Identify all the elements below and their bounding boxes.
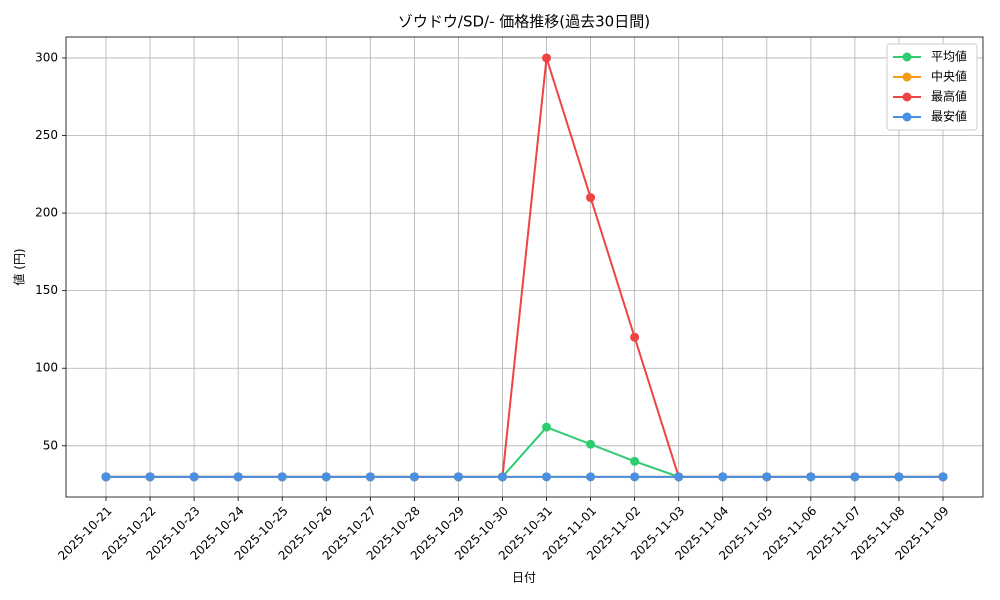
- legend-label: 平均値: [931, 49, 967, 64]
- series-line: [106, 57, 943, 478]
- data-point: [277, 472, 287, 482]
- data-point: [894, 472, 904, 482]
- data-point: [938, 472, 948, 482]
- y-tick-label: 200: [35, 206, 58, 220]
- data-point: [630, 456, 640, 466]
- y-tick-label: 250: [35, 128, 58, 142]
- data-point: [850, 472, 860, 482]
- legend-label: 最高値: [931, 89, 967, 104]
- series-line: [106, 426, 943, 478]
- data-point: [630, 472, 640, 482]
- data-point: [806, 472, 816, 482]
- chart-title: ゾウドウ/SD/- 価格推移(過去30日間): [398, 13, 650, 31]
- data-point: [365, 472, 375, 482]
- data-point: [409, 472, 419, 482]
- legend-marker: [902, 72, 912, 82]
- data-point: [542, 53, 552, 63]
- y-axis-label: 値 (円): [12, 248, 27, 285]
- x-axis-label: 日付: [512, 571, 536, 585]
- data-point: [674, 472, 684, 482]
- data-point: [189, 472, 199, 482]
- data-point: [586, 193, 596, 203]
- legend-label: 中央値: [931, 69, 967, 84]
- data-point: [453, 472, 463, 482]
- y-tick-label: 100: [35, 361, 58, 375]
- data-point: [586, 472, 596, 482]
- data-point: [762, 472, 772, 482]
- y-tick-label: 300: [35, 50, 58, 64]
- legend-marker: [902, 92, 912, 102]
- data-point: [630, 332, 640, 342]
- data-point: [542, 472, 552, 482]
- legend-box: [886, 43, 978, 131]
- data-point: [145, 472, 155, 482]
- plot-frame: [65, 36, 984, 498]
- y-tick-label: 50: [43, 438, 58, 452]
- legend-marker: [902, 112, 912, 122]
- data-point: [542, 422, 552, 432]
- legend-label: 最安値: [931, 109, 967, 124]
- data-point: [718, 472, 728, 482]
- data-point: [497, 472, 507, 482]
- legend-marker: [902, 52, 912, 62]
- data-point: [586, 439, 596, 449]
- y-tick-label: 150: [35, 283, 58, 297]
- data-point: [101, 472, 111, 482]
- data-point: [233, 472, 243, 482]
- data-point: [321, 472, 331, 482]
